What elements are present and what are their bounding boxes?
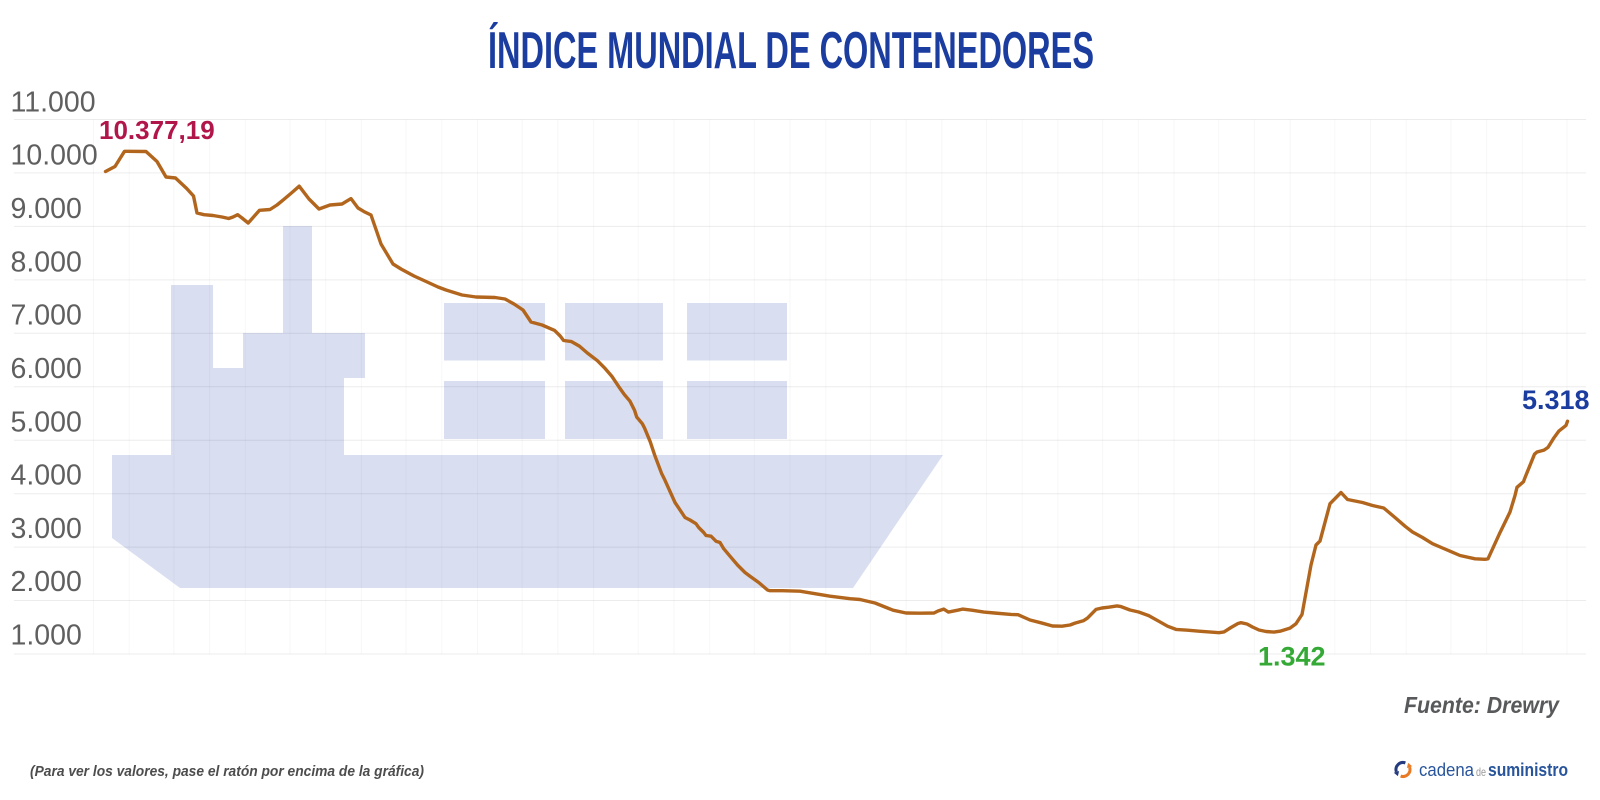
svg-text:5.318: 5.318 <box>1522 385 1590 415</box>
svg-text:suministro: suministro <box>1488 760 1568 780</box>
svg-text:10.000: 10.000 <box>11 140 98 172</box>
svg-text:(Para ver los valores, pase el: (Para ver los valores, pase el ratón por… <box>30 763 424 780</box>
svg-text:10.377,19: 10.377,19 <box>99 115 215 145</box>
svg-text:9.000: 9.000 <box>11 193 82 225</box>
svg-text:7.000: 7.000 <box>11 300 82 332</box>
svg-text:11.000: 11.000 <box>11 86 96 118</box>
svg-text:2.000: 2.000 <box>11 566 82 598</box>
svg-text:de: de <box>1476 765 1486 779</box>
svg-text:3.000: 3.000 <box>11 513 82 545</box>
svg-text:cadena: cadena <box>1419 760 1475 780</box>
svg-text:1.000: 1.000 <box>11 620 82 652</box>
svg-text:ÍNDICE MUNDIAL DE CONTENEDORES: ÍNDICE MUNDIAL DE CONTENEDORES <box>488 22 1094 80</box>
svg-text:8.000: 8.000 <box>11 246 82 278</box>
svg-text:Fuente: Drewry: Fuente: Drewry <box>1404 692 1561 718</box>
svg-text:5.000: 5.000 <box>11 406 82 438</box>
svg-text:6.000: 6.000 <box>11 353 82 385</box>
svg-text:1.342: 1.342 <box>1258 642 1326 672</box>
svg-text:4.000: 4.000 <box>11 460 82 492</box>
